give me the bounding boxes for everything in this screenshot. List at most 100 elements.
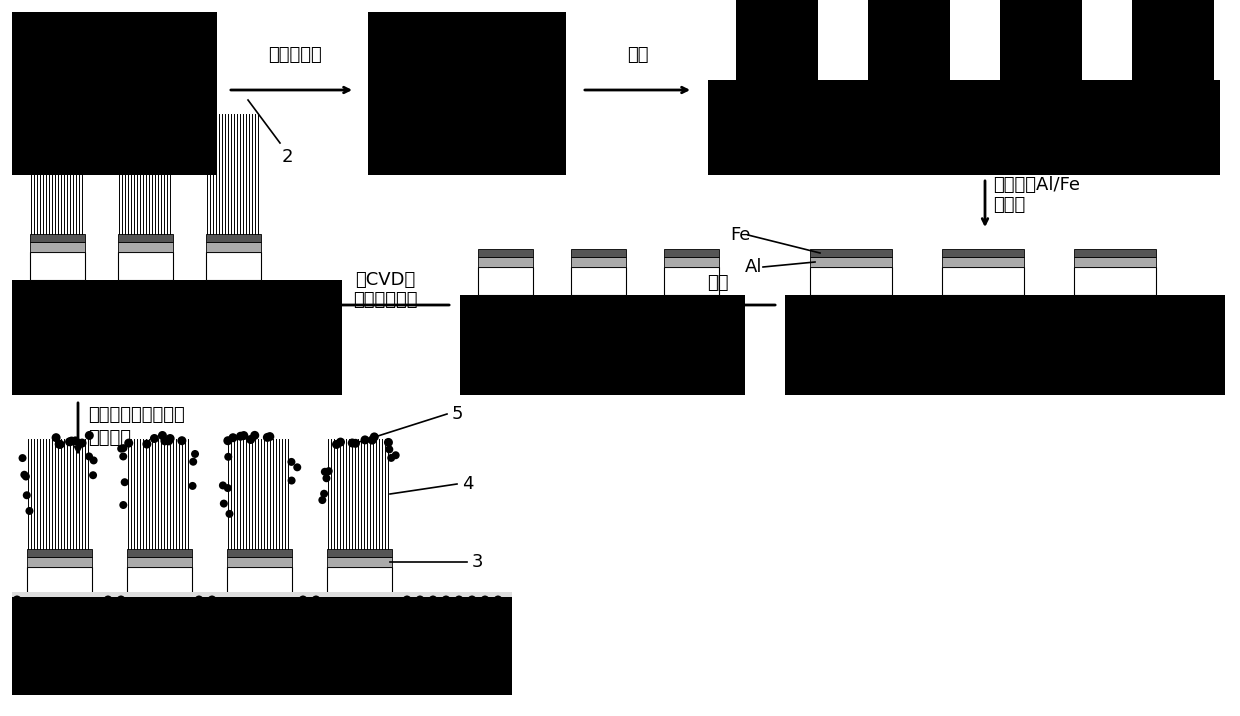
Circle shape xyxy=(119,444,128,453)
Bar xyxy=(118,252,174,280)
Bar xyxy=(570,267,626,295)
Circle shape xyxy=(89,456,98,465)
Bar xyxy=(942,267,1024,295)
Circle shape xyxy=(195,596,203,604)
Bar xyxy=(708,80,1220,175)
Circle shape xyxy=(117,596,125,604)
Circle shape xyxy=(370,432,378,442)
Circle shape xyxy=(250,431,259,440)
Bar xyxy=(999,0,1083,80)
Bar xyxy=(206,242,260,252)
Circle shape xyxy=(368,435,377,445)
Text: 去胶: 去胶 xyxy=(707,274,729,292)
Text: 热蒸发与退火处理得: 热蒸发与退火处理得 xyxy=(88,406,185,424)
Bar xyxy=(27,549,92,557)
Circle shape xyxy=(263,433,272,442)
Text: 4: 4 xyxy=(463,475,474,493)
Circle shape xyxy=(67,437,76,445)
Circle shape xyxy=(322,474,330,483)
Text: 5: 5 xyxy=(453,405,464,423)
Circle shape xyxy=(78,438,87,448)
Bar xyxy=(327,549,392,557)
Circle shape xyxy=(288,477,295,485)
Circle shape xyxy=(415,596,424,604)
Circle shape xyxy=(71,436,79,445)
Circle shape xyxy=(480,596,490,604)
Circle shape xyxy=(321,468,329,476)
Circle shape xyxy=(384,438,393,447)
Circle shape xyxy=(228,433,238,442)
Circle shape xyxy=(494,596,502,604)
Bar xyxy=(12,12,217,175)
Bar xyxy=(327,567,392,595)
Circle shape xyxy=(64,437,74,446)
Text: 3: 3 xyxy=(472,553,484,571)
Bar xyxy=(12,595,512,695)
Bar xyxy=(942,257,1024,267)
Circle shape xyxy=(22,491,31,499)
Circle shape xyxy=(236,432,246,441)
Circle shape xyxy=(311,596,320,604)
Circle shape xyxy=(207,596,217,604)
Bar xyxy=(30,242,86,252)
Bar xyxy=(206,252,260,280)
Bar xyxy=(810,257,892,267)
Bar xyxy=(477,267,533,295)
Circle shape xyxy=(12,596,21,604)
Circle shape xyxy=(325,467,332,475)
Circle shape xyxy=(120,478,129,486)
Circle shape xyxy=(223,484,232,492)
Circle shape xyxy=(119,501,128,509)
Bar xyxy=(477,257,533,267)
Circle shape xyxy=(224,453,232,461)
Circle shape xyxy=(56,440,64,449)
Circle shape xyxy=(288,458,295,466)
Circle shape xyxy=(351,439,360,448)
Circle shape xyxy=(188,482,197,490)
Circle shape xyxy=(386,445,393,453)
Bar xyxy=(118,234,174,242)
Bar xyxy=(126,549,192,557)
Text: 显影: 显影 xyxy=(627,46,649,64)
Bar xyxy=(868,0,950,80)
Circle shape xyxy=(160,436,170,445)
Text: 催化层: 催化层 xyxy=(993,196,1025,214)
Bar xyxy=(27,567,92,595)
Circle shape xyxy=(403,596,412,604)
Bar xyxy=(570,257,626,267)
Bar xyxy=(118,242,174,252)
Circle shape xyxy=(347,438,357,448)
Bar xyxy=(663,267,719,295)
Circle shape xyxy=(55,440,63,449)
Circle shape xyxy=(150,434,159,443)
Circle shape xyxy=(361,435,370,445)
Bar xyxy=(227,567,291,595)
Circle shape xyxy=(226,510,233,518)
Bar xyxy=(663,257,719,267)
Circle shape xyxy=(299,596,308,604)
Bar xyxy=(30,234,86,242)
Circle shape xyxy=(293,463,301,471)
Bar xyxy=(785,295,1225,395)
Circle shape xyxy=(387,454,396,462)
Circle shape xyxy=(164,436,174,445)
Circle shape xyxy=(157,431,167,440)
Bar xyxy=(942,249,1024,257)
Circle shape xyxy=(319,496,326,504)
Bar xyxy=(1074,257,1156,267)
Bar xyxy=(227,549,291,557)
Circle shape xyxy=(166,434,175,443)
Text: 热CVD法: 热CVD法 xyxy=(355,271,415,289)
Circle shape xyxy=(190,458,197,465)
Bar xyxy=(227,557,291,567)
Bar xyxy=(368,12,565,175)
Text: 1: 1 xyxy=(485,651,496,669)
Bar xyxy=(810,249,892,257)
Circle shape xyxy=(223,436,232,445)
Circle shape xyxy=(332,440,341,449)
Circle shape xyxy=(86,453,93,460)
Circle shape xyxy=(191,450,200,458)
Bar xyxy=(27,557,92,567)
Circle shape xyxy=(103,596,113,604)
Circle shape xyxy=(239,431,248,440)
